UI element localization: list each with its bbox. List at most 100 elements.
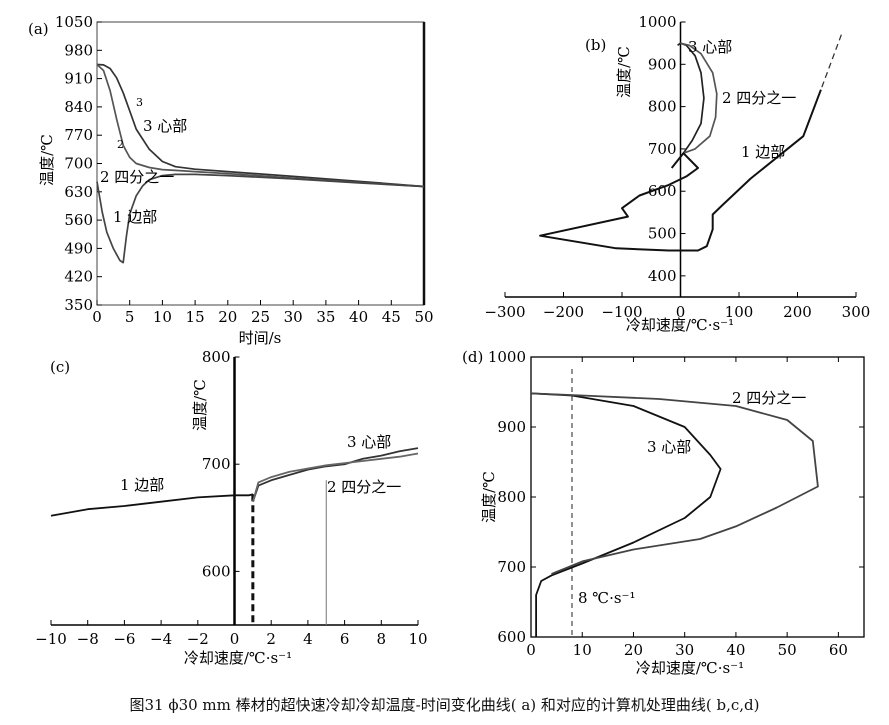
panel-d: 0 10 20 30 40 50 60 600 700 800 900 1000 (d) 冷却速度/℃·s… <box>462 348 865 677</box>
y-axis-label: 温度/℃ <box>615 46 633 98</box>
y-tick-label: 700 <box>648 140 677 158</box>
y-tick-label: 600 <box>202 562 231 580</box>
y-tick-label: 630 <box>64 183 93 201</box>
x-tick-label: 10 <box>573 641 592 659</box>
series-line-1 <box>530 392 722 637</box>
plot-frame <box>96 21 425 306</box>
series-line-2 <box>680 42 718 154</box>
x-axis-label: 时间/s <box>239 329 282 347</box>
panel-label: (d) <box>462 348 483 366</box>
x-tick-label: −6 <box>113 630 135 648</box>
series-line-1 <box>677 42 705 154</box>
x-tick-label: 40 <box>726 641 745 659</box>
annotation: 1 边部 <box>113 208 157 226</box>
x-tick-label: 300 <box>842 303 871 321</box>
x-axis-label: 冷却速度/℃·s⁻¹ <box>184 649 292 667</box>
x-tick-label: 200 <box>783 303 812 321</box>
y-tick-label: 600 <box>497 628 526 646</box>
panel-a: 0 5 10 15 20 25 30 35 40 45 50 350 420 490 560 630 700 77… <box>28 13 434 347</box>
x-tick-label: −10 <box>35 630 67 648</box>
series-line-1 <box>50 493 254 517</box>
x-tick-label: 0 <box>92 308 102 326</box>
y-tick-label: 600 <box>648 182 677 200</box>
x-tick-label: −8 <box>77 630 99 648</box>
x-tick-label: 10 <box>153 308 172 326</box>
annotation: 3 心部 <box>143 117 187 135</box>
annotation: 8 ℃·s⁻¹ <box>578 589 636 607</box>
x-tick-label: 30 <box>675 641 694 659</box>
y-tick-label: 490 <box>64 239 93 257</box>
series-line-3 <box>96 173 425 264</box>
y-tick-label: 420 <box>64 268 93 286</box>
series-line-2 <box>96 63 425 188</box>
x-tick-label: 40 <box>349 308 368 326</box>
x-axis-label: 冷却速度/℃·s⁻¹ <box>626 316 734 334</box>
annotation: 1 边部 <box>741 143 785 161</box>
x-tick-label: 25 <box>251 308 270 326</box>
x-tick-label: −4 <box>150 630 172 648</box>
y-tick-label: 900 <box>497 418 526 436</box>
x-tick-label: 10 <box>408 630 427 648</box>
y-tick-label: 400 <box>648 267 677 285</box>
annotation: 2 四分之一 <box>327 478 401 496</box>
x-tick-label: −200 <box>543 303 584 321</box>
y-tick-label: 800 <box>497 488 526 506</box>
y-tick-label: 800 <box>648 98 677 116</box>
y-tick-label: 840 <box>64 98 93 116</box>
y-tick-label: 700 <box>64 155 93 173</box>
y-tick-label: 560 <box>64 211 93 229</box>
annotation: 2 <box>117 138 124 151</box>
x-axis-label: 冷却速度/℃·s⁻¹ <box>636 659 744 677</box>
y-tick-label: 700 <box>202 455 231 473</box>
x-tick-label: 45 <box>382 308 401 326</box>
series-line-2 <box>530 392 819 575</box>
y-tick-label: 770 <box>64 126 93 144</box>
y-tick-label: 900 <box>648 55 677 73</box>
annotation: 3 <box>136 96 143 109</box>
y-tick-label: 1050 <box>55 13 93 31</box>
panel-label: (a) <box>28 20 49 38</box>
annotation: 2 四分之一 <box>732 389 806 407</box>
x-tick-label: 0 <box>676 303 686 321</box>
y-axis-label: 温度/℃ <box>480 471 498 523</box>
annotation: 3 心部 <box>688 38 732 56</box>
x-tick-label: 35 <box>316 308 335 326</box>
x-tick-label: 30 <box>284 308 303 326</box>
y-tick-label: 700 <box>497 558 526 576</box>
x-tick-label: 2 <box>266 630 276 648</box>
annotation: 1 边部 <box>120 476 164 494</box>
x-tick-label: 6 <box>340 630 350 648</box>
panel-b: −300 −200 −100 0 100 200 300 400 500 600 700 800 900… <box>484 13 870 334</box>
x-tick-label: 100 <box>725 303 754 321</box>
y-tick-label: 1000 <box>638 13 676 31</box>
series-line-1 <box>96 63 425 188</box>
y-tick-label: 350 <box>64 296 93 314</box>
x-tick-label: 50 <box>414 308 433 326</box>
annotation: 3 心部 <box>647 438 691 456</box>
y-tick-label: 800 <box>202 348 231 366</box>
figure-caption: 图31 ϕ30 mm 棒材的超快速冷却冷却温度-时间变化曲线( a) 和对应的计… <box>129 696 760 714</box>
x-tick-label: 0 <box>230 630 240 648</box>
x-tick-label: 20 <box>624 641 643 659</box>
x-tick-label: 15 <box>186 308 205 326</box>
series-line-dashed-extension <box>820 34 842 90</box>
y-axis-label: 温度/℃ <box>38 134 56 186</box>
x-tick-label: 8 <box>377 630 387 648</box>
annotation: 3 心部 <box>347 433 391 451</box>
x-tick-label: 5 <box>125 308 135 326</box>
x-tick-label: 50 <box>778 641 797 659</box>
series-line-3 <box>539 89 822 252</box>
x-tick-label: 4 <box>303 630 313 648</box>
series-line-2 <box>252 447 419 502</box>
x-tick-label: −100 <box>601 303 642 321</box>
y-tick-label: 910 <box>64 70 93 88</box>
panel-c: −10 −8 −6 −4 −2 0 2 4 6 8 10 600 700 800 (c) 冷却速度/℃·s⁻¹… <box>35 348 427 667</box>
x-tick-label: 60 <box>829 641 848 659</box>
x-tick-label: 0 <box>526 641 536 659</box>
series-line-3 <box>252 452 419 502</box>
panel-label: (c) <box>50 358 70 376</box>
y-tick-label: 500 <box>648 225 677 243</box>
x-tick-label: 20 <box>218 308 237 326</box>
panel-label: (b) <box>585 36 606 54</box>
